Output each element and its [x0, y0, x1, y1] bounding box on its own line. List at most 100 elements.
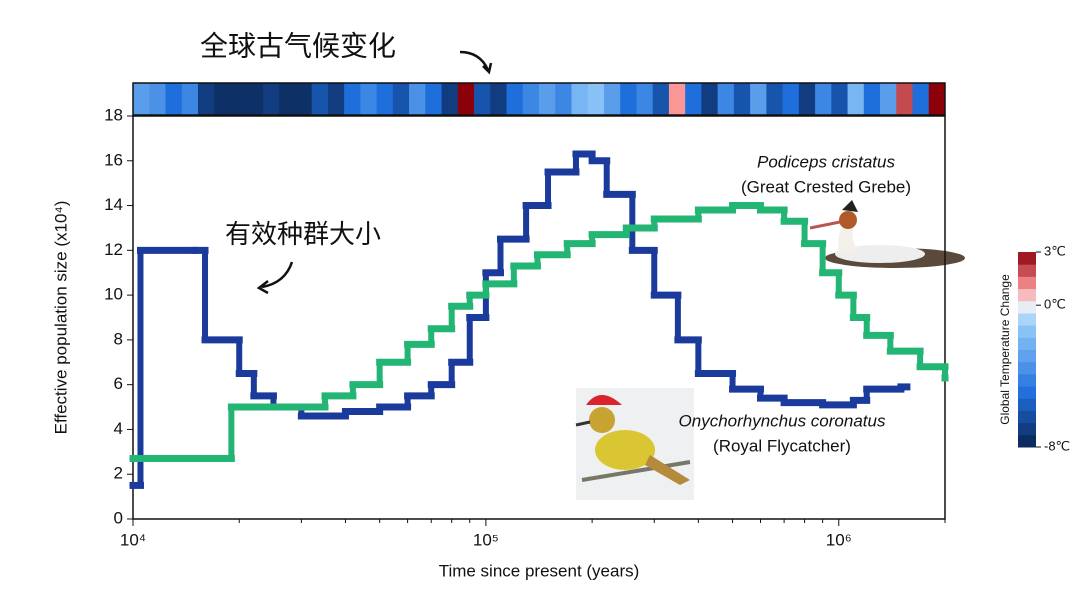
title: 全球古气候变化 [200, 30, 396, 61]
temperature-cell [457, 83, 475, 115]
colorbar-cell [1018, 398, 1036, 411]
colorbar-cell [1018, 434, 1036, 448]
colorbar-cell [1018, 264, 1036, 277]
temperature-cell [896, 83, 914, 115]
temperature-cell [522, 83, 540, 115]
temperature-cell [798, 83, 816, 115]
colorbar-tick-label: 0℃ [1044, 297, 1066, 312]
y-tick-label: 6 [114, 374, 123, 393]
temperature-cell [360, 83, 378, 115]
strip-frame [132, 82, 946, 116]
plot-frame [132, 115, 946, 520]
temperature-cell [262, 83, 280, 115]
arrow-head [482, 62, 493, 75]
temperature-cell [555, 83, 572, 115]
y-tick-label: 14 [104, 195, 123, 214]
colorbar-cell [1018, 288, 1036, 302]
temperature-cell [506, 83, 524, 115]
colorbar-cell [1018, 410, 1036, 424]
flycatcher-illustration [575, 388, 694, 500]
temperature-cell [181, 83, 199, 115]
colorbar-cell [1018, 373, 1036, 387]
colorbar-tick-label: -8℃ [1044, 438, 1070, 453]
colorbar-tick-label: 3℃ [1044, 243, 1066, 258]
colorbar-title: Global Temperature Change [998, 274, 1012, 425]
temperature-cell [165, 83, 183, 115]
species-common-name: (Great Crested Grebe) [741, 177, 911, 196]
y-axis-label: Effective population size (x10⁴) [51, 201, 70, 435]
y-tick-label: 4 [114, 419, 123, 438]
temperature-cell [733, 83, 751, 115]
temperature-cell [652, 83, 670, 115]
colorbar-cell [1018, 422, 1036, 436]
species-name: Onychorhynchus coronatus [679, 411, 886, 430]
temperature-cell [847, 83, 865, 115]
temperature-cell [571, 83, 589, 115]
temperature-cell [668, 83, 686, 115]
temperature-cell [197, 83, 215, 115]
temperature-cell [685, 83, 702, 115]
arrow [459, 50, 490, 71]
temperature-cell [717, 83, 735, 115]
annotation: 有效种群大小 [225, 219, 381, 249]
temperature-cell [376, 83, 394, 115]
colorbar-cell [1018, 300, 1036, 314]
species-name: Podiceps cristatus [757, 152, 895, 171]
colorbar-cell [1018, 312, 1036, 326]
temperature-cell [295, 83, 313, 115]
temperature-cell [344, 83, 361, 115]
colorbar-cell [1018, 349, 1036, 363]
y-tick-label: 10 [104, 285, 123, 304]
temperature-cell [539, 83, 556, 115]
temperature-cell [392, 83, 410, 115]
temperature-cell [311, 83, 329, 115]
colorbar-cell [1018, 337, 1036, 350]
temperature-cell [425, 83, 443, 115]
arrow-head [256, 280, 269, 295]
temperature-cell [246, 83, 264, 115]
arrow [261, 261, 294, 289]
temperature-cell [701, 83, 719, 115]
grebe-illustration [809, 200, 965, 268]
temperature-cell [912, 83, 930, 115]
temperature-cell [782, 83, 800, 115]
colorbar-cell [1018, 361, 1036, 375]
temperature-cell [750, 83, 767, 115]
y-tick-label: 0 [114, 508, 123, 527]
temperature-cell [409, 83, 426, 115]
x-tick-label: 10⁶ [826, 530, 852, 549]
temperature-cell [441, 83, 459, 115]
colorbar-cell [1018, 276, 1036, 290]
temperature-cell [603, 83, 621, 115]
colorbar-cell [1018, 325, 1036, 338]
y-tick-label: 8 [114, 329, 123, 348]
y-tick-label: 18 [104, 105, 123, 124]
x-axis-label: Time since present (years) [439, 561, 640, 580]
colorbar-cell [1018, 252, 1036, 265]
y-tick-label: 2 [114, 464, 123, 483]
temperature-cell [474, 83, 491, 115]
colorbar-cell [1018, 386, 1036, 399]
temperature-cell [149, 83, 166, 115]
temperature-cell [831, 83, 849, 115]
temperature-cell [279, 83, 296, 115]
temperature-cell [327, 83, 345, 115]
temperature-cell [815, 83, 832, 115]
temperature-cell [133, 83, 150, 115]
temperature-cell [587, 83, 605, 115]
temperature-cell [863, 83, 881, 115]
species-common-name: (Royal Flycatcher) [713, 436, 851, 455]
temperature-cell [880, 83, 897, 115]
y-tick-label: 12 [104, 240, 123, 259]
temperature-cell [928, 83, 946, 115]
x-tick-label: 10⁴ [120, 530, 146, 549]
temperature-cell [636, 83, 654, 115]
x-tick-label: 10⁵ [473, 530, 499, 549]
temperature-cell [490, 83, 508, 115]
y-tick-label: 16 [104, 150, 123, 169]
temperature-cell [620, 83, 637, 115]
temperature-cell [230, 83, 248, 115]
temperature-cell [214, 83, 231, 115]
temperature-cell [766, 83, 784, 115]
